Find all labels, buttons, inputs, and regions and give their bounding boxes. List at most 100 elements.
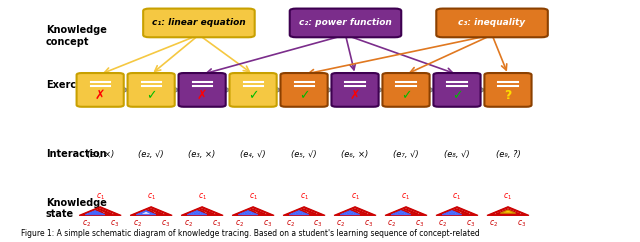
Text: Knowledge
concept: Knowledge concept [46,25,107,47]
Polygon shape [343,212,356,214]
Polygon shape [85,211,105,215]
Polygon shape [84,208,116,215]
Polygon shape [449,210,465,213]
Polygon shape [237,208,269,215]
Polygon shape [97,211,103,212]
Text: (e₉, ?): (e₉, ?) [495,150,520,159]
Polygon shape [339,208,372,215]
Text: $c_3$: $c_3$ [364,218,374,229]
FancyBboxPatch shape [230,73,276,107]
Polygon shape [190,212,204,214]
Text: $c_1$: $c_1$ [351,192,360,202]
Polygon shape [188,211,207,215]
Polygon shape [385,207,427,215]
Polygon shape [93,210,108,213]
FancyBboxPatch shape [290,8,401,37]
Text: $c_3$: $c_3$ [161,218,170,229]
Polygon shape [340,211,360,215]
Polygon shape [130,207,172,215]
Polygon shape [195,210,210,213]
Text: ✗: ✗ [350,89,360,102]
Polygon shape [134,208,168,215]
Polygon shape [398,210,413,213]
Polygon shape [487,207,529,215]
FancyBboxPatch shape [77,73,124,107]
Polygon shape [346,212,353,214]
Text: ✓: ✓ [299,89,309,102]
Text: $c_1$: $c_1$ [248,192,258,202]
FancyBboxPatch shape [433,73,481,107]
Text: $c_3$: $c_3$ [314,218,323,229]
Polygon shape [352,211,358,212]
Text: $c_2$: $c_2$ [285,218,294,229]
Polygon shape [492,208,525,215]
Polygon shape [287,208,321,215]
Text: ✓: ✓ [248,89,259,102]
Text: ✗: ✗ [95,89,106,102]
Text: $c_3$: $c_3$ [262,218,272,229]
Polygon shape [238,211,258,215]
Polygon shape [445,212,459,214]
Polygon shape [136,211,156,215]
Polygon shape [148,211,154,212]
Text: c₂: power function: c₂: power function [299,18,392,27]
Polygon shape [292,209,316,214]
Polygon shape [500,210,516,213]
Polygon shape [79,207,121,215]
Text: Figure 1: A simple schematic diagram of knowledge tracing. Based on a student's : Figure 1: A simple schematic diagram of … [20,229,479,238]
Text: $c_1$: $c_1$ [401,192,410,202]
Text: $c_1$: $c_1$ [300,192,308,202]
Polygon shape [442,211,461,215]
Text: $c_2$: $c_2$ [387,218,397,229]
Text: c₃: inequality: c₃: inequality [458,18,525,27]
Text: Interaction: Interaction [46,150,107,159]
Polygon shape [436,207,478,215]
FancyBboxPatch shape [127,73,175,107]
Text: (e₃, ×): (e₃, ×) [189,150,216,159]
Text: $c_1$: $c_1$ [452,192,461,202]
Text: $c_3$: $c_3$ [109,218,119,229]
Text: $c_3$: $c_3$ [415,218,425,229]
Text: $c_1$: $c_1$ [147,192,156,202]
Text: (e₈, √): (e₈, √) [444,150,470,159]
Polygon shape [181,207,223,215]
Polygon shape [500,210,516,213]
Polygon shape [334,207,376,215]
Polygon shape [394,209,418,214]
Polygon shape [292,212,306,214]
Text: $c_2$: $c_2$ [184,218,193,229]
Text: Exercise: Exercise [46,80,92,90]
FancyBboxPatch shape [383,73,429,107]
Text: ✓: ✓ [401,89,412,102]
Polygon shape [232,207,274,215]
Polygon shape [454,211,460,212]
Polygon shape [449,212,456,214]
Text: $c_2$: $c_2$ [132,218,141,229]
Polygon shape [440,208,474,215]
Text: $c_2$: $c_2$ [490,218,499,229]
Polygon shape [403,211,409,212]
Polygon shape [246,210,260,213]
Polygon shape [289,211,308,215]
FancyBboxPatch shape [436,8,548,37]
FancyBboxPatch shape [179,73,226,107]
Text: c₁: linear equation: c₁: linear equation [152,18,246,27]
Text: (e₇, √): (e₇, √) [393,150,419,159]
Polygon shape [140,212,153,214]
Text: ✓: ✓ [452,89,462,102]
Polygon shape [348,210,363,213]
Text: ✗: ✗ [197,89,207,102]
Polygon shape [390,208,422,215]
Text: (e₁, ×): (e₁, ×) [86,150,114,159]
Polygon shape [250,211,256,212]
Polygon shape [190,209,214,214]
Text: $c_2$: $c_2$ [81,218,91,229]
Text: ?: ? [504,89,511,102]
FancyBboxPatch shape [332,73,379,107]
Text: (e₆, ×): (e₆, ×) [341,150,369,159]
Polygon shape [193,212,200,214]
Polygon shape [283,207,325,215]
Text: $c_2$: $c_2$ [438,218,447,229]
Text: $c_1$: $c_1$ [95,192,105,202]
Polygon shape [445,209,469,214]
